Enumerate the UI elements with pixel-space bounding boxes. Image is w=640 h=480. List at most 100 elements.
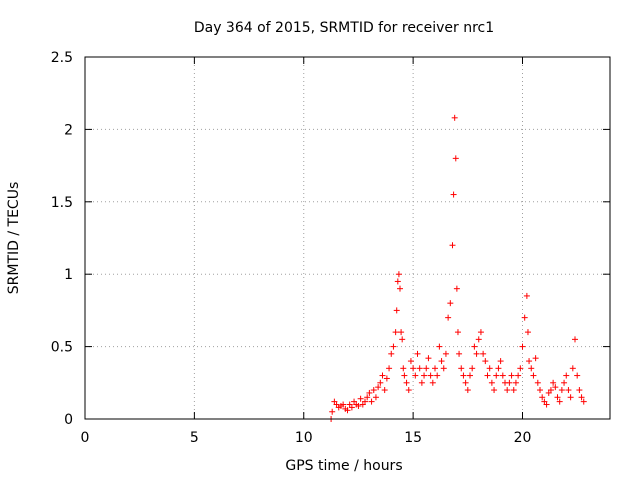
data-point <box>390 343 397 350</box>
x-axis-label: GPS time / hours <box>285 458 402 474</box>
data-point <box>381 387 388 394</box>
data-point <box>454 329 461 336</box>
data-point <box>355 402 362 409</box>
data-point <box>453 285 460 292</box>
data-point <box>506 379 513 386</box>
x-tick-label: 10 <box>295 430 313 446</box>
data-point <box>488 379 495 386</box>
data-point <box>456 350 463 357</box>
data-point <box>552 384 559 391</box>
data-point <box>517 365 524 372</box>
data-point <box>580 398 587 405</box>
data-point <box>447 300 454 307</box>
y-tick-label: 2.5 <box>51 50 73 66</box>
data-point <box>329 408 336 415</box>
data-point <box>486 365 493 372</box>
data-point <box>493 372 500 379</box>
data-point <box>460 372 467 379</box>
data-point <box>399 336 406 343</box>
data-point <box>423 365 430 372</box>
data-point <box>469 365 476 372</box>
data-point <box>554 394 561 401</box>
data-point <box>550 379 557 386</box>
y-axis-ticks: 0 0.5 1 1.5 2 2.5 <box>51 50 610 428</box>
data-point <box>393 307 400 314</box>
data-point <box>407 358 414 365</box>
data-point <box>440 365 447 372</box>
data-point <box>537 387 543 394</box>
x-tick-label: 0 <box>81 430 90 446</box>
data-point <box>473 350 480 357</box>
data-point <box>403 379 410 386</box>
data-point <box>510 387 517 394</box>
data-point <box>357 395 364 402</box>
chart-title: Day 364 of 2015, SRMTID for receiver nrc… <box>194 20 494 36</box>
data-point <box>450 191 457 198</box>
data-point <box>574 372 581 379</box>
data-point <box>497 358 504 365</box>
data-point <box>395 271 402 278</box>
data-point <box>449 242 456 249</box>
y-tick-label: 1 <box>64 267 73 283</box>
data-point <box>388 350 395 357</box>
data-point <box>392 329 399 336</box>
data-point <box>372 394 379 401</box>
data-point <box>491 387 498 394</box>
data-point <box>512 379 519 386</box>
data-point <box>397 285 403 292</box>
data-point <box>429 379 436 386</box>
data-point <box>421 372 428 379</box>
data-point <box>565 387 572 394</box>
data-point <box>383 375 390 382</box>
data-point <box>370 387 377 394</box>
data-point <box>569 365 576 372</box>
data-point <box>344 407 351 414</box>
data-point <box>526 358 533 365</box>
data-point <box>412 372 419 379</box>
data-point <box>523 292 530 299</box>
data-point <box>556 398 563 405</box>
data-point <box>482 358 489 365</box>
data-point <box>452 155 459 162</box>
data-point <box>558 387 565 394</box>
data-point <box>534 379 541 386</box>
data-point <box>477 329 484 336</box>
data-point <box>521 314 528 321</box>
data-point <box>471 343 478 350</box>
y-tick-label: 1.5 <box>51 195 73 211</box>
data-point <box>572 336 578 343</box>
data-point <box>379 372 386 379</box>
data-point <box>530 372 537 379</box>
data-point <box>442 350 449 357</box>
data-point <box>386 365 393 372</box>
plot-frame <box>84 56 611 420</box>
data-point <box>398 329 405 336</box>
data-point <box>567 394 574 401</box>
data-point <box>532 355 539 362</box>
y-axis-label: SRMTID / TECUs <box>6 182 22 295</box>
data-point <box>436 343 443 350</box>
data-point <box>563 372 570 379</box>
y-tick-label: 0.5 <box>51 340 73 356</box>
x-tick-label: 5 <box>190 430 199 446</box>
data-point <box>458 365 465 372</box>
data-point <box>340 401 347 408</box>
data-point <box>432 365 438 372</box>
data-point <box>410 365 417 372</box>
data-point <box>434 372 441 379</box>
x-tick-label: 20 <box>514 430 532 446</box>
data-point <box>467 372 473 379</box>
data-point <box>508 372 515 379</box>
data-point <box>348 404 355 411</box>
grid-lines <box>85 57 610 419</box>
data-point <box>539 394 546 401</box>
data-point <box>445 314 452 321</box>
data-point <box>515 372 522 379</box>
data-point <box>418 379 425 386</box>
data-point <box>464 387 471 394</box>
data-point <box>364 394 371 401</box>
data-point <box>524 329 531 336</box>
data-point <box>462 379 469 386</box>
data-points <box>328 114 587 422</box>
